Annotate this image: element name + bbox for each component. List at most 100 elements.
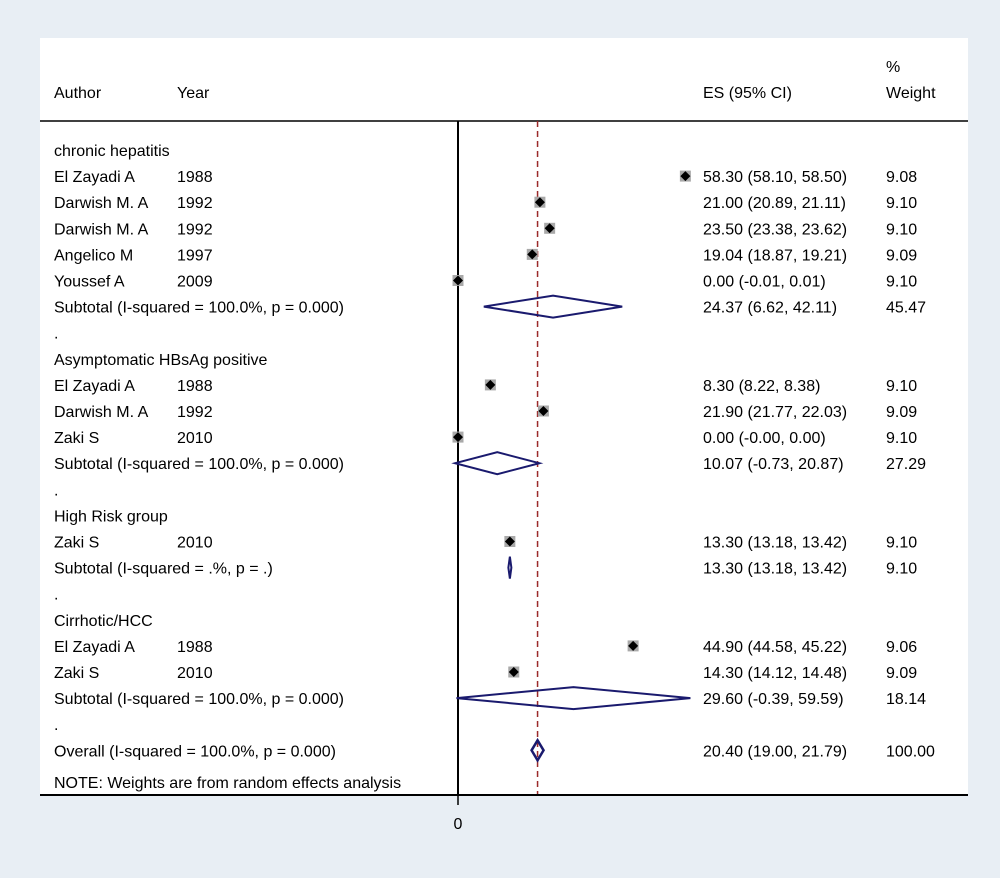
group-label: Cirrhotic/HCC xyxy=(54,613,153,630)
point-estimate xyxy=(628,640,639,651)
weight-value: 9.10 xyxy=(886,274,917,291)
weight-value: 9.06 xyxy=(886,639,917,656)
effect-size-ci: 13.30 (13.18, 13.42) xyxy=(703,561,847,578)
weight-value: 9.09 xyxy=(886,404,917,421)
point-estimate xyxy=(527,249,538,260)
effect-size-ci: 58.30 (58.10, 58.50) xyxy=(703,169,847,186)
subtotal-row: Subtotal (I-squared = .%, p = .) 13.30 (1… xyxy=(54,556,917,579)
spacer-dot: . xyxy=(54,326,58,343)
effect-size-ci: 21.90 (21.77, 22.03) xyxy=(703,404,847,421)
group-row: High Risk group xyxy=(54,508,168,525)
study-row: Darwish M. A 1992 21.90 (21.77, 22.03) 9.09 xyxy=(54,404,917,421)
weight-value: 9.09 xyxy=(886,247,917,264)
effect-size-ci: 14.30 (14.12, 14.48) xyxy=(703,665,847,682)
header-weight-percent: % xyxy=(886,59,900,76)
group-label: Asymptomatic HBsAg positive xyxy=(54,352,268,369)
study-author: El Zayadi A xyxy=(54,378,135,395)
study-row: Youssef A 2009 0.00 (-0.01, 0.01) 9.10 xyxy=(54,274,917,291)
study-row: Darwish M. A 1992 21.00 (20.89, 21.11) 9.10 xyxy=(54,195,917,212)
x-tick-label: 0 xyxy=(454,816,463,833)
weight-value: 27.29 xyxy=(886,456,926,473)
spacer-dot: . xyxy=(54,587,58,604)
study-row: Darwish M. A 1992 23.50 (23.38, 23.62) 9.10 xyxy=(54,221,917,238)
point-estimate xyxy=(508,667,519,677)
spacer-dot: . xyxy=(54,482,58,499)
effect-size-ci: 0.00 (-0.00, 0.00) xyxy=(703,430,826,447)
spacer-row: . xyxy=(54,717,58,734)
effect-size-ci: 24.37 (6.62, 42.11) xyxy=(703,300,837,317)
overall-row: Overall (I-squared = 100.0%, p = 0.000) 2… xyxy=(54,737,935,763)
group-label: High Risk group xyxy=(54,508,168,525)
group-label: chronic hepatitis xyxy=(54,143,170,160)
study-row: Zaki S 2010 13.30 (13.18, 13.42) 9.10 xyxy=(54,535,917,552)
effect-size-ci: 44.90 (44.58, 45.22) xyxy=(703,639,847,656)
study-year: 2010 xyxy=(177,535,213,552)
subtotal-diamond xyxy=(483,294,623,319)
point-estimate xyxy=(538,406,549,416)
point-estimate xyxy=(504,536,515,547)
subtotal-diamond xyxy=(451,451,544,476)
overall-label: Overall (I-squared = 100.0%, p = 0.000) xyxy=(54,743,336,760)
study-author: Zaki S xyxy=(54,430,99,447)
weight-value: 9.08 xyxy=(886,169,917,186)
study-author: Darwish M. A xyxy=(54,404,149,421)
study-year: 1988 xyxy=(177,639,213,656)
spacer-row: . xyxy=(54,587,58,604)
study-author: Zaki S xyxy=(54,535,99,552)
effect-size-ci: 8.30 (8.22, 8.38) xyxy=(703,378,820,395)
group-row: Cirrhotic/HCC xyxy=(54,613,153,630)
subtotal-row: Subtotal (I-squared = 100.0%, p = 0.000)… xyxy=(54,294,926,319)
effect-size-ci: 13.30 (13.18, 13.42) xyxy=(703,535,847,552)
point-estimate xyxy=(453,275,463,286)
weights-note: NOTE: Weights are from random effects an… xyxy=(54,775,401,792)
effect-size-ci: 0.00 (-0.01, 0.01) xyxy=(703,274,826,291)
study-year: 1992 xyxy=(177,404,213,421)
subtotal-label: Subtotal (I-squared = 100.0%, p = 0.000) xyxy=(54,691,344,708)
spacer-row: . xyxy=(54,482,58,499)
effect-size-ci: 20.40 (19.00, 21.79) xyxy=(703,743,847,760)
weight-value: 18.14 xyxy=(886,691,926,708)
study-row: El Zayadi A 1988 44.90 (44.58, 45.22) 9.06 xyxy=(54,639,917,656)
study-author: Zaki S xyxy=(54,665,99,682)
group-row: chronic hepatitis xyxy=(54,143,170,160)
header-year: Year xyxy=(177,85,210,102)
header-weight: Weight xyxy=(886,85,936,102)
effect-size-ci: 29.60 (-0.39, 59.59) xyxy=(703,691,844,708)
effect-size-ci: 10.07 (-0.73, 20.87) xyxy=(703,456,844,473)
forest-rows: chronic hepatitis El Zayadi A 1988 58.30 (5… xyxy=(54,143,935,763)
header-author: Author xyxy=(54,85,102,102)
weight-value: 100.00 xyxy=(886,743,935,760)
group-row: Asymptomatic HBsAg positive xyxy=(54,352,268,369)
study-year: 1988 xyxy=(177,169,213,186)
point-estimate xyxy=(680,171,691,182)
study-year: 2010 xyxy=(177,665,213,682)
study-row: Zaki S 2010 14.30 (14.12, 14.48) 9.09 xyxy=(54,665,917,682)
spacer-dot: . xyxy=(54,717,58,734)
study-year: 2009 xyxy=(177,274,213,291)
effect-size-ci: 23.50 (23.38, 23.62) xyxy=(703,221,847,238)
subtotal-diamond xyxy=(507,556,513,579)
weight-value: 9.10 xyxy=(886,195,917,212)
point-estimate xyxy=(453,432,463,443)
subtotal-row: Subtotal (I-squared = 100.0%, p = 0.000)… xyxy=(54,451,926,476)
weight-value: 9.10 xyxy=(886,221,917,238)
study-author: Darwish M. A xyxy=(54,195,149,212)
study-year: 1992 xyxy=(177,221,213,238)
subtotal-label: Subtotal (I-squared = 100.0%, p = 0.000) xyxy=(54,456,344,473)
study-year: 2010 xyxy=(177,430,213,447)
study-year: 1988 xyxy=(177,378,213,395)
study-row: El Zayadi A 1988 58.30 (58.10, 58.50) 9.08 xyxy=(54,169,917,186)
subtotal-row: Subtotal (I-squared = 100.0%, p = 0.000)… xyxy=(54,686,926,711)
weight-value: 45.47 xyxy=(886,300,926,317)
study-author: El Zayadi A xyxy=(54,639,135,656)
subtotal-diamond xyxy=(456,686,691,711)
study-author: Angelico M xyxy=(54,247,133,264)
weight-value: 9.10 xyxy=(886,561,917,578)
study-author: Youssef A xyxy=(54,274,125,291)
weight-value: 9.10 xyxy=(886,430,917,447)
study-row: Zaki S 2010 0.00 (-0.00, 0.00) 9.10 xyxy=(54,430,917,447)
study-author: Darwish M. A xyxy=(54,221,149,238)
study-row: Angelico M 1997 19.04 (18.87, 19.21) 9.09 xyxy=(54,247,917,264)
study-row: El Zayadi A 1988 8.30 (8.22, 8.38) 9.10 xyxy=(54,378,917,395)
